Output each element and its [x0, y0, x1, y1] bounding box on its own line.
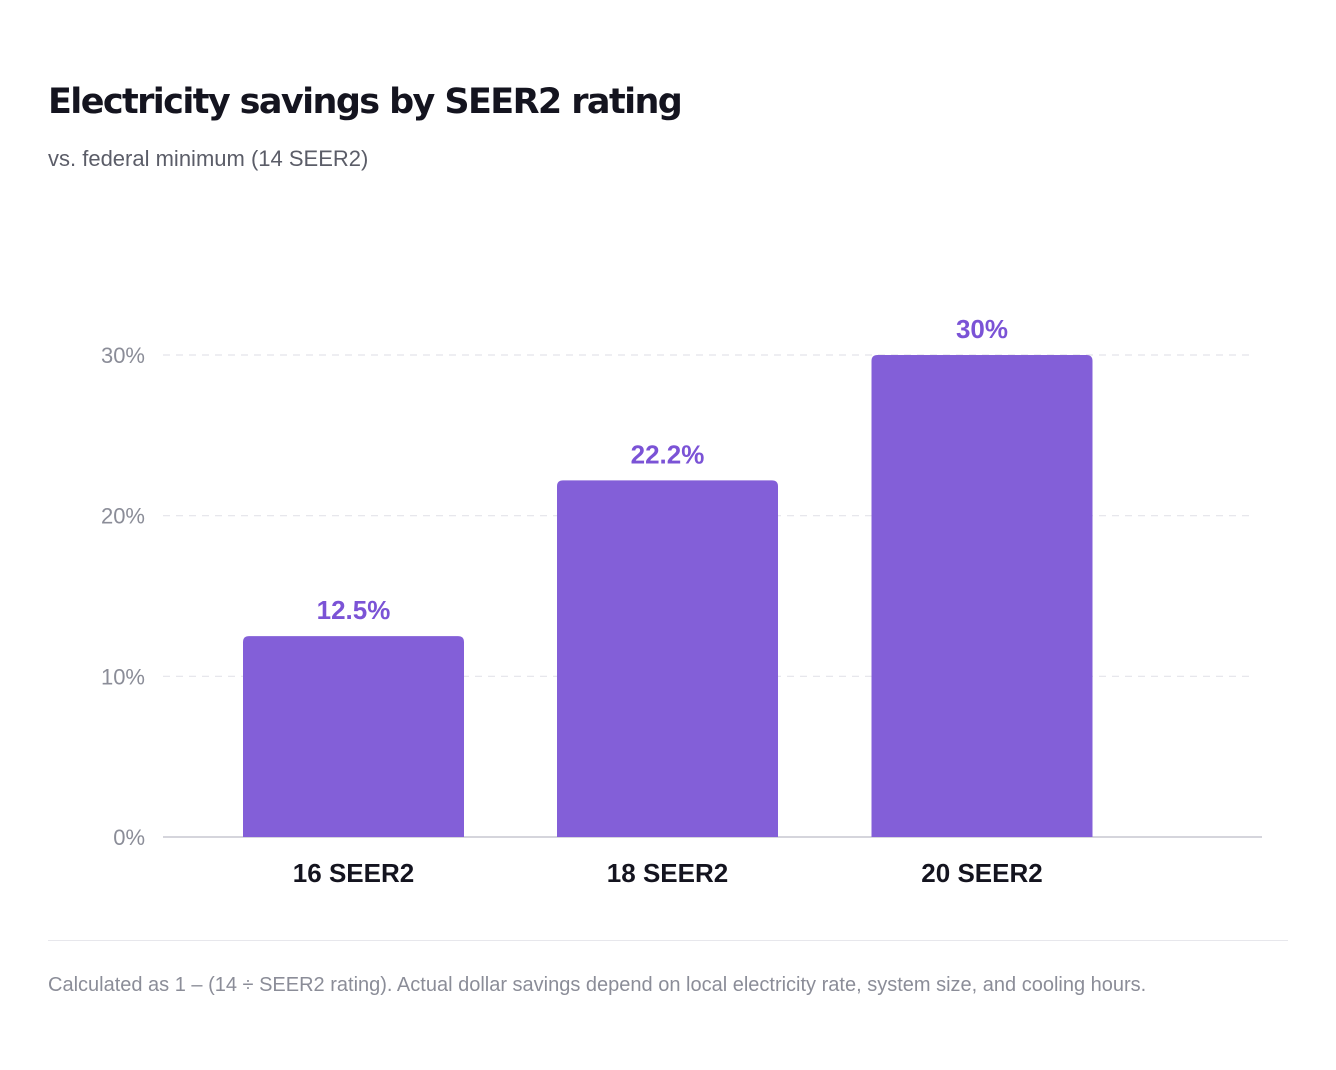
bar-chart: 0% 10% 20% 30% 12.5% 16 SEER2 22.2% 18 SEER2 30%…: [101, 314, 1262, 888]
x-category-label: 18 SEER2: [607, 858, 728, 888]
footnote: Calculated as 1 – (14 ÷ SEER2 rating). A…: [48, 974, 1147, 996]
y-tick-label: 20%: [101, 504, 145, 529]
y-tick-label: 30%: [101, 343, 145, 368]
bar-value-label: 12.5%: [317, 595, 391, 625]
footer-divider: [48, 940, 1288, 941]
chart-title: Electricity savings by SEER2 rating: [48, 82, 683, 122]
x-category-label: 16 SEER2: [293, 858, 414, 888]
bar: [557, 480, 778, 837]
bar: [871, 355, 1093, 837]
bar-value-label: 30%: [956, 314, 1008, 344]
chart-subtitle: vs. federal minimum (14 SEER2): [48, 146, 369, 171]
x-category-label: 20 SEER2: [921, 858, 1042, 888]
bar: [243, 636, 464, 837]
y-tick-label: 10%: [101, 664, 145, 689]
y-tick-label: 0%: [113, 825, 145, 850]
bar-value-label: 22.2%: [631, 439, 705, 469]
